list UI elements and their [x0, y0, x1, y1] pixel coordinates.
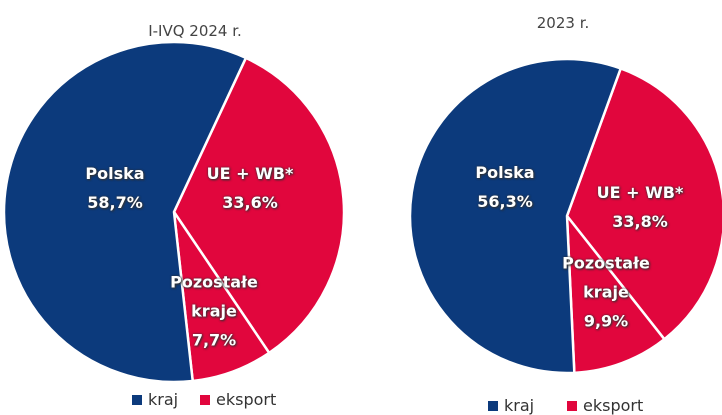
slice-label: Polska 56,3% [450, 158, 560, 216]
slice-value: 56,3% [477, 192, 533, 211]
slice-name: Polska [475, 163, 535, 182]
legend-entry: eksport [567, 396, 643, 415]
slice-value: 58,7% [87, 193, 143, 212]
slice-name: UE + WB* [206, 164, 294, 183]
slice-value: 33,8% [612, 212, 668, 231]
legend-swatch [200, 394, 210, 405]
slice-label: Pozostałe kraje 7,7% [169, 268, 259, 355]
legend-swatch [488, 400, 498, 411]
pie-slice [408, 57, 623, 375]
pie-slice [172, 56, 346, 355]
legend-label: eksport [216, 390, 277, 409]
slice-value: 7,7% [191, 330, 237, 350]
pie-slice [2, 40, 248, 384]
chart-title: 2023 r. [536, 14, 590, 32]
slice-label: UE + WB* 33,8% [585, 178, 695, 236]
legend-swatch [567, 400, 577, 411]
legend-label: kraj [504, 396, 535, 415]
slice-name: Pozostałe kraje [170, 272, 258, 321]
slice-value: 9,9% [583, 311, 629, 331]
slice-label: UE + WB* 33,6% [195, 159, 305, 217]
legend-entry: kraj [488, 396, 534, 415]
slice-name: UE + WB* [596, 183, 684, 202]
legend-entry: eksport [200, 390, 276, 409]
slice-label: Polska 58,7% [60, 159, 170, 217]
slice-label: Pozostałe kraje 9,9% [561, 249, 651, 336]
legend-label: kraj [148, 390, 179, 409]
chart-title: I-IVQ 2024 r. [148, 22, 242, 40]
legend-swatch [132, 394, 142, 405]
legend-entry: kraj [132, 390, 178, 409]
slice-name: Pozostałe kraje [562, 253, 650, 302]
legend-label: eksport [583, 396, 644, 415]
pie-slice [565, 212, 667, 375]
slice-value: 33,6% [222, 193, 278, 212]
slice-name: Polska [85, 164, 145, 183]
